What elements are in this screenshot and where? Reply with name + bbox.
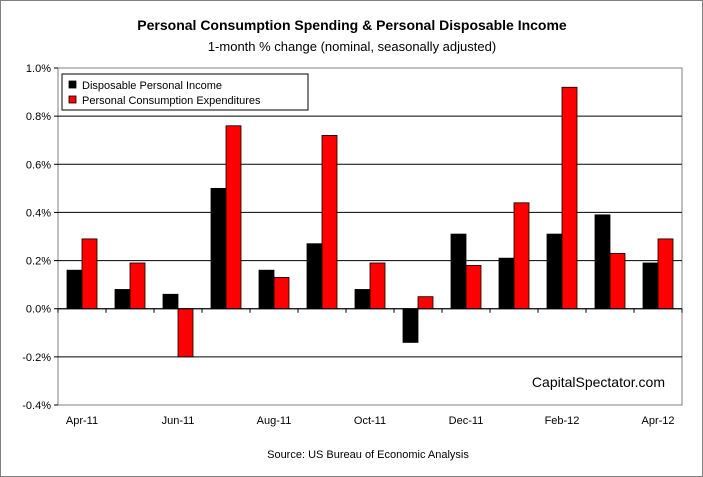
bar-consumption-expenditures — [609, 252, 626, 310]
plot-area: -0.4% -0.2% 0.0% 0.2% 0.4% 0.6% 0.8% 1.0% Apr-1… — [22, 63, 683, 427]
x-tick-label: Dec-11 — [449, 415, 484, 427]
source-note: Source: US Bureau of Economic Analysis — [267, 449, 469, 461]
legend-label-dpi: Disposable Personal Income — [82, 80, 222, 92]
x-tick-label: Oct-11 — [354, 415, 386, 427]
bar-disposable-income — [258, 269, 275, 310]
x-tick-label: Feb-12 — [545, 415, 580, 427]
legend-label-pce: Personal Consumption Expenditures — [82, 95, 261, 107]
legend-swatch-dpi — [68, 80, 77, 89]
bar-disposable-income — [162, 293, 179, 310]
watermark-text: CapitalSpectator.com — [532, 374, 665, 390]
bar-consumption-expenditures — [657, 238, 674, 310]
x-tick-label: Jun-11 — [162, 415, 195, 427]
bar-disposable-income — [594, 214, 611, 310]
bar-consumption-expenditures — [513, 202, 530, 310]
y-axis-ticks: -0.4% -0.2% 0.0% 0.2% 0.4% 0.6% 0.8% 1.0% — [22, 63, 58, 412]
bar-consumption-expenditures — [465, 264, 482, 310]
y-tick-label: 0.8% — [26, 111, 51, 123]
bar-disposable-income — [642, 262, 659, 310]
bar-consumption-expenditures — [369, 262, 386, 310]
x-axis-ticks: Apr-11 Jun-11 Aug-11 Oct-11 Dec-11 Feb-12 Apr-… — [57, 308, 683, 427]
bars-group — [66, 86, 674, 358]
bar-consumption-expenditures — [225, 125, 242, 310]
bar-consumption-expenditures — [129, 262, 146, 310]
y-tick-label: -0.4% — [22, 400, 51, 412]
plot-frame — [57, 67, 683, 406]
bar-disposable-income — [546, 233, 563, 310]
x-tick-label: Apr-11 — [66, 415, 98, 427]
legend: Disposable Personal Income Personal Cons… — [61, 73, 309, 111]
chart-subtitle: 1-month % change (nominal, seasonally ad… — [208, 39, 496, 54]
bar-disposable-income — [306, 243, 323, 310]
bar-disposable-income — [210, 187, 227, 310]
bar-disposable-income — [450, 233, 467, 310]
bar-consumption-expenditures — [417, 296, 434, 310]
x-tick-label: Aug-11 — [257, 415, 292, 427]
y-tick-label: 0.4% — [26, 207, 51, 219]
y-tick-label: 0.2% — [26, 256, 51, 268]
legend-swatch-pce — [68, 95, 77, 104]
y-tick-label: 1.0% — [26, 63, 51, 75]
bar-disposable-income — [402, 308, 419, 343]
y-tick-label: -0.2% — [22, 352, 51, 364]
y-tick-label: 0.6% — [26, 159, 51, 171]
bar-consumption-expenditures — [321, 134, 338, 310]
bar-disposable-income — [354, 289, 371, 310]
chart-title: Personal Consumption Spending & Personal… — [137, 17, 567, 33]
legend-box — [61, 73, 309, 111]
y-tick-label: 0.0% — [26, 304, 51, 316]
bar-consumption-expenditures — [81, 238, 98, 310]
bar-consumption-expenditures — [273, 277, 290, 310]
bar-consumption-expenditures — [561, 86, 578, 310]
bar-disposable-income — [498, 257, 515, 310]
bar-disposable-income — [114, 289, 131, 310]
x-tick-label: Apr-12 — [641, 415, 674, 427]
bar-disposable-income — [66, 269, 83, 310]
bar-consumption-expenditures — [177, 308, 194, 358]
